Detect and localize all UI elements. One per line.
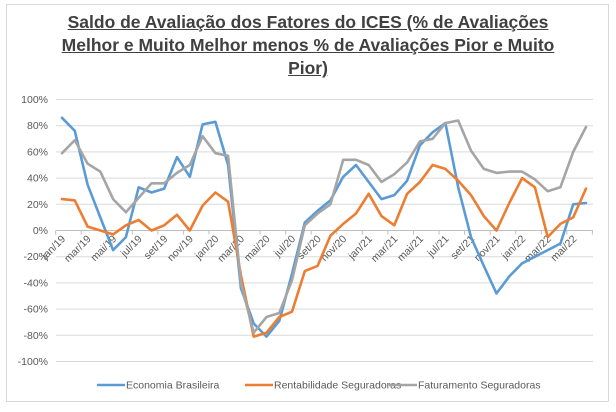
x-tick-label: mai/21 bbox=[395, 233, 426, 264]
y-tick-label: 60% bbox=[27, 146, 48, 158]
y-tick-label: 0% bbox=[33, 225, 48, 237]
x-tick-label: nov/20 bbox=[319, 233, 350, 264]
chart-title-line-1: Saldo de Avaliação dos Fatores do ICES (… bbox=[67, 12, 549, 32]
y-tick-label: -100% bbox=[18, 356, 48, 368]
y-tick-label: -20% bbox=[23, 251, 48, 263]
legend-label: Economia Brasileira bbox=[126, 380, 220, 392]
x-tick-label: mar/21 bbox=[369, 233, 401, 265]
y-tick-label: 20% bbox=[27, 199, 48, 211]
chart-title: Saldo de Avaliação dos Fatores do ICES (… bbox=[0, 11, 616, 80]
chart-title-line-2: Melhor e Muito Melhor menos % de Avaliaç… bbox=[61, 35, 555, 55]
x-tick-label: mar/19 bbox=[62, 233, 94, 265]
y-tick-label: 100% bbox=[21, 94, 48, 106]
series-line-economia-brasileira bbox=[60, 116, 588, 338]
y-axis-ticks: 100% 80% 60% 40% 20% 0% -20% -40% -60% -80% -100% bbox=[18, 94, 48, 368]
x-tick-label: jul/19 bbox=[118, 233, 145, 260]
y-tick-label: 80% bbox=[27, 120, 48, 132]
series-line-faturamento-seguradoras bbox=[60, 119, 588, 335]
legend-label: Faturamento Seguradoras bbox=[418, 380, 541, 392]
x-tick-label: jul/21 bbox=[425, 233, 452, 260]
series-lines bbox=[60, 116, 588, 338]
x-tick-label: nov/19 bbox=[165, 233, 196, 264]
x-tick-label: mai/20 bbox=[242, 233, 273, 264]
legend-label: Rentabilidade Seguradoras bbox=[274, 380, 401, 392]
y-tick-label: -80% bbox=[23, 330, 48, 342]
y-tick-label: -40% bbox=[23, 277, 48, 289]
y-tick-label: -60% bbox=[23, 304, 48, 316]
chart-title-line-3: Pior) bbox=[288, 58, 328, 78]
x-tick-label: jul/20 bbox=[271, 233, 298, 260]
x-tick-label: mar/20 bbox=[215, 233, 247, 265]
y-tick-label: 40% bbox=[27, 173, 48, 185]
series-line-rentabilidade-seguradoras bbox=[60, 163, 588, 338]
legend: Economia Brasileira Rentabilidade Segurad… bbox=[97, 380, 541, 392]
